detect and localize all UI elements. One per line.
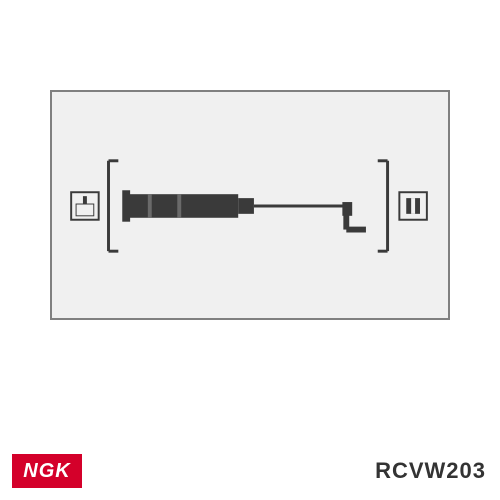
diagram-panel xyxy=(50,90,450,320)
right-connector-icon xyxy=(399,192,427,220)
part-number-label: RCVW203 xyxy=(375,458,486,484)
elbow-connector-icon xyxy=(342,202,366,230)
brand-logo-text: NGK xyxy=(23,460,70,483)
brand-logo: NGK xyxy=(12,454,82,488)
plug-boot-icon xyxy=(122,190,254,221)
wire-diagram xyxy=(52,92,448,318)
left-bracket xyxy=(109,161,119,251)
right-bracket xyxy=(378,161,388,251)
left-connector-icon xyxy=(71,192,99,220)
